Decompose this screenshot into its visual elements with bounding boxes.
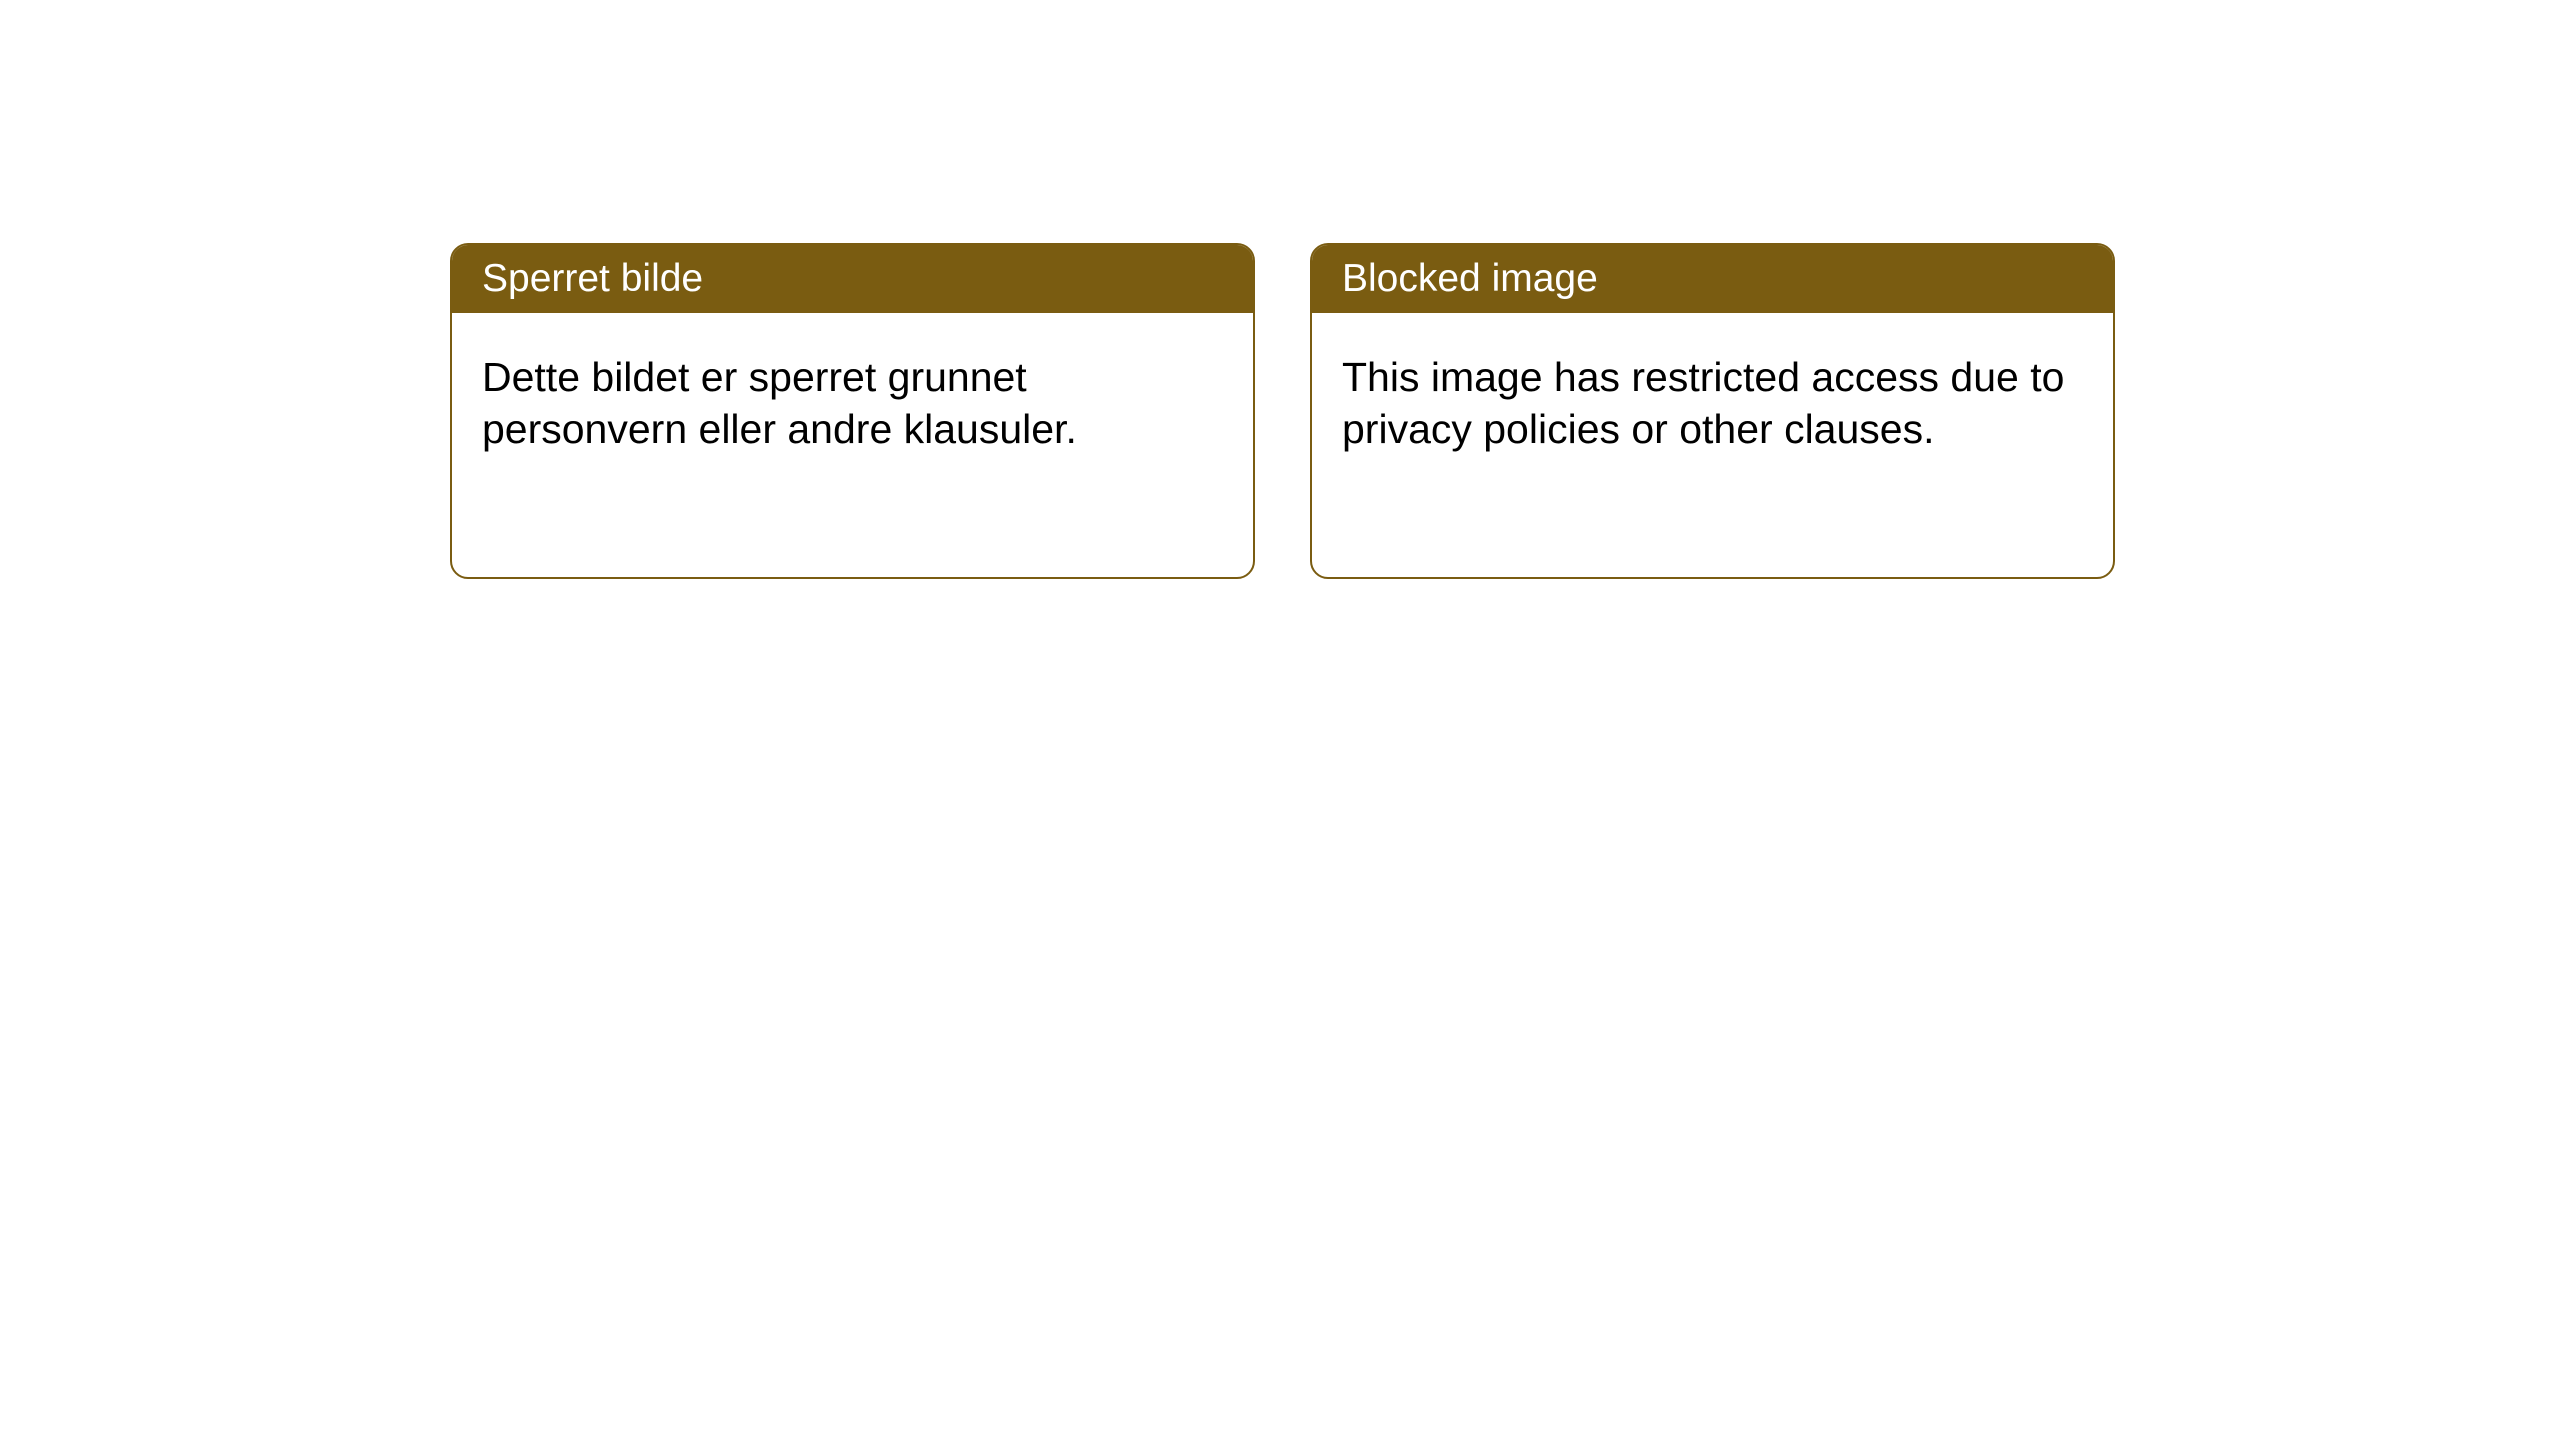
card-header: Blocked image (1312, 245, 2113, 313)
card-header: Sperret bilde (452, 245, 1253, 313)
card-body-text: This image has restricted access due to … (1342, 354, 2064, 452)
notice-card-norwegian: Sperret bilde Dette bildet er sperret gr… (450, 243, 1255, 579)
notice-card-english: Blocked image This image has restricted … (1310, 243, 2115, 579)
card-body: Dette bildet er sperret grunnet personve… (452, 313, 1253, 494)
card-title: Blocked image (1342, 257, 1598, 300)
card-body: This image has restricted access due to … (1312, 313, 2113, 494)
notice-cards-container: Sperret bilde Dette bildet er sperret gr… (0, 0, 2560, 579)
card-body-text: Dette bildet er sperret grunnet personve… (482, 354, 1077, 452)
card-title: Sperret bilde (482, 257, 703, 300)
